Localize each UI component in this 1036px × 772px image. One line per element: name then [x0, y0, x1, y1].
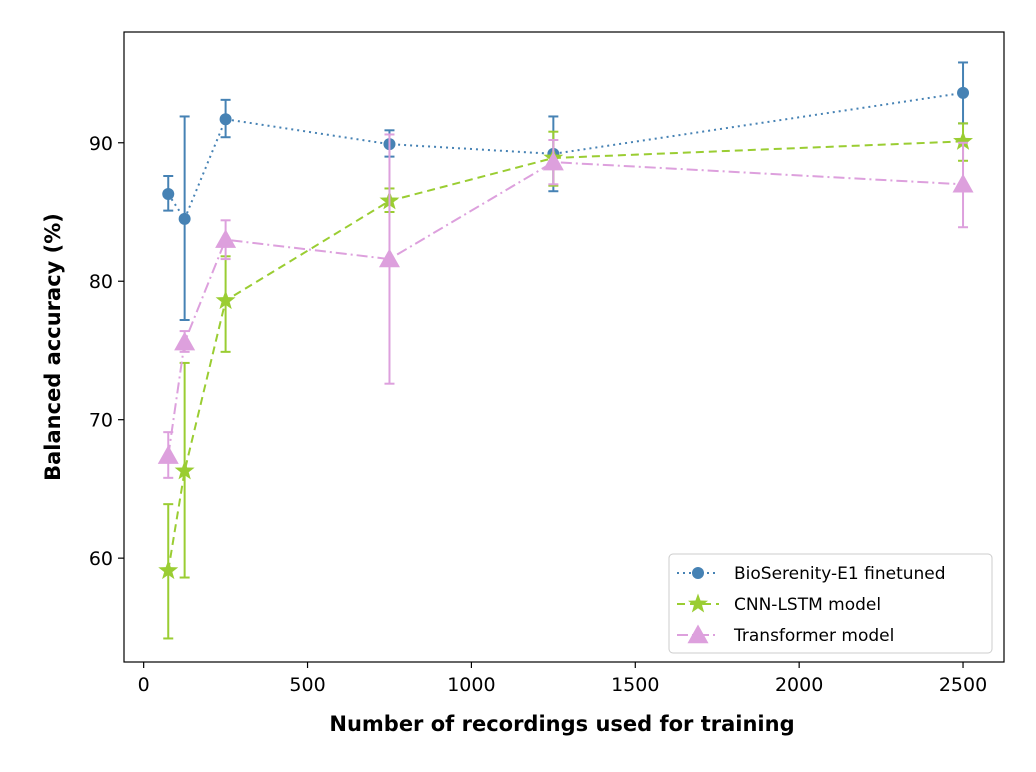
y-axis-title: Balanced accuracy (%): [41, 213, 65, 481]
series-0: [162, 61, 970, 321]
series-1-point-2: [215, 290, 236, 310]
series-2-line: [167, 161, 964, 456]
x-tick-label-0: 0: [138, 674, 150, 696]
legend-box: [668, 553, 993, 654]
y-tick-label-0: 60: [89, 548, 113, 570]
series-1-point-0: [158, 560, 179, 580]
series-1-point-5: [953, 130, 974, 150]
y-tick-label-2: 80: [89, 271, 113, 293]
series-2: [157, 133, 974, 479]
tick-layer: 0 500 1000 1500 2000 2500 60 70 80 90: [89, 133, 987, 696]
x-tick-label-4: 2000: [775, 674, 823, 696]
legend-marker-0: [692, 567, 704, 579]
series-0-point-2: [219, 113, 232, 126]
legend-marker-2: [687, 624, 709, 644]
series-2-point-3: [378, 248, 400, 268]
series-0-point-5: [957, 86, 970, 99]
x-tick-label-3: 1500: [611, 674, 659, 696]
x-tick-label-2: 1000: [447, 674, 495, 696]
series-2-point-4: [542, 151, 564, 171]
legend-item-1: CNN-LSTM model: [677, 593, 881, 615]
series-0-line: [167, 91, 964, 222]
legend-label-1: CNN-LSTM model: [734, 595, 881, 615]
plot-layer: [157, 61, 974, 640]
series-2-point-0: [157, 445, 179, 464]
legend-label-0: BioSerenity-E1 finetuned: [734, 564, 946, 584]
legend-item-2: Transformer model: [677, 624, 894, 646]
series-2-point-1: [174, 331, 196, 351]
legend: BioSerenity-E1 finetuned CNN-LSTM model Tr…: [668, 553, 993, 654]
y-tick-label-3: 90: [89, 133, 113, 155]
x-tick-label-1: 500: [289, 674, 325, 696]
legend-marker-1: [688, 593, 708, 613]
series-2-point-5: [952, 173, 974, 193]
legend-label-2: Transformer model: [733, 626, 894, 646]
y-tick-label-1: 70: [89, 410, 113, 432]
series-1-line: [167, 140, 964, 571]
series-2-point-2: [215, 229, 237, 248]
series-1-point-1: [174, 460, 195, 480]
legend-item-0: BioSerenity-E1 finetuned: [677, 564, 946, 584]
series-0-point-1: [178, 212, 191, 225]
x-axis-title: Number of recordings used for training: [329, 712, 794, 736]
series-0-point-0: [162, 188, 175, 200]
plot-frame: [123, 31, 1005, 663]
x-tick-label-5: 2500: [939, 674, 987, 696]
